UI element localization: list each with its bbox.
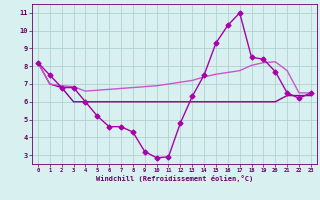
X-axis label: Windchill (Refroidissement éolien,°C): Windchill (Refroidissement éolien,°C) [96,175,253,182]
